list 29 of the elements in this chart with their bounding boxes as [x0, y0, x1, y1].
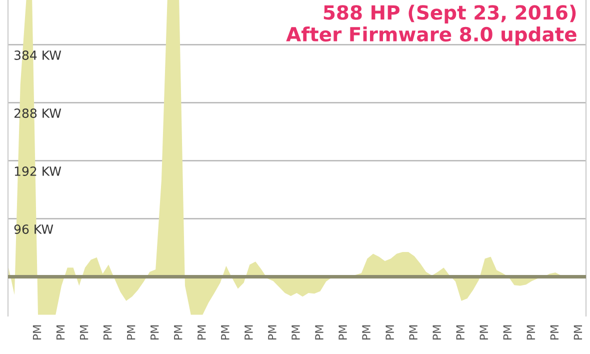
x-tick-label: PM	[362, 325, 370, 340]
x-tick-label: PM	[338, 325, 347, 340]
x-tick-label: PM	[503, 325, 512, 340]
x-tick-label: PM	[480, 325, 488, 340]
y-tick-label: 288 KW	[14, 108, 62, 118]
x-tick-label: PM	[315, 325, 324, 340]
x-tick-label: PM	[268, 325, 276, 340]
x-tick-label: PM	[221, 325, 230, 340]
x-tick-label: PM	[292, 325, 300, 340]
x-tick-label: PM	[456, 325, 464, 340]
y-tick-label: 384 KW	[14, 50, 62, 60]
y-tick-label: 192 KW	[14, 166, 62, 176]
x-tick-label: PM	[104, 325, 112, 340]
x-tick-label: PM	[526, 325, 535, 340]
x-tick-label: PM	[127, 325, 136, 340]
y-tick-label: 96 KW	[14, 224, 54, 234]
x-tick-label: PM	[574, 325, 582, 340]
x-tick-label: PM	[244, 325, 253, 340]
x-tick-label: PM	[386, 325, 394, 340]
annotation: 588 HP (Sept 23, 2016) After Firmware 8.0 update	[286, 4, 576, 46]
x-tick-label: PM	[432, 325, 441, 340]
x-tick-label: PM	[409, 325, 418, 340]
x-tick-label: PM	[550, 325, 558, 340]
x-tick-label: PM	[56, 325, 65, 340]
x-tick-label: PM	[174, 325, 182, 340]
x-tick-label: PM	[150, 325, 159, 340]
x-tick-label: PM	[80, 325, 88, 340]
x-tick-label: PM	[198, 325, 206, 340]
x-tick-label: PM	[32, 325, 42, 340]
